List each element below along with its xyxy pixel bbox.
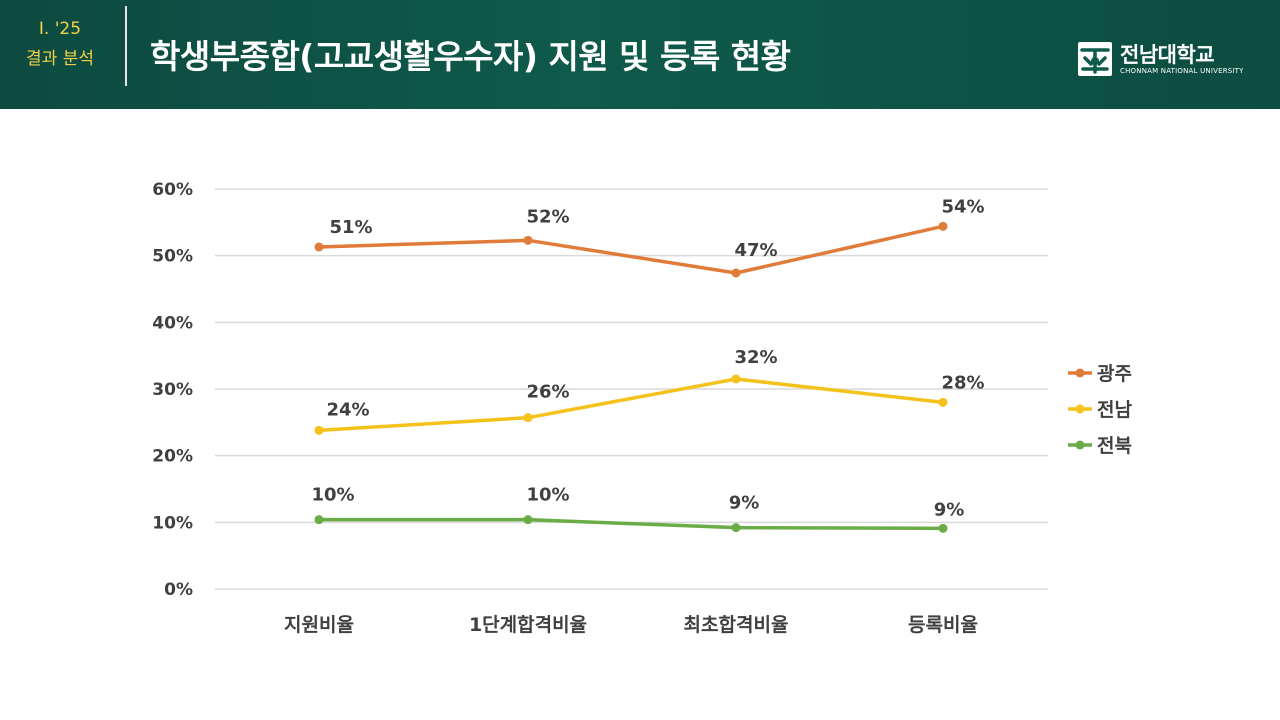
y-tick-label: 20% (152, 447, 193, 467)
x-tick-label: 지원비율 (284, 614, 354, 636)
logo-english-name: CHONNAM NATIONAL UNIVERSITY (1120, 67, 1244, 75)
legend-marker (1075, 368, 1085, 378)
y-tick-label: 40% (152, 313, 193, 333)
data-label: 26% (526, 382, 569, 403)
data-label: 9% (729, 493, 760, 514)
section-number: Ⅰ. '25 (38, 19, 82, 39)
x-tick-label: 등록비율 (908, 614, 978, 636)
data-label: 47% (734, 240, 777, 261)
y-tick-label: 10% (152, 513, 193, 533)
series-line (317, 377, 945, 433)
section-divider (125, 6, 127, 86)
legend-label: 전북 (1097, 435, 1132, 457)
y-axis-ticks: 0% 10% 20% 30% 40% 50% 60% (152, 180, 193, 600)
data-point (523, 235, 533, 245)
data-label: 9% (934, 499, 965, 520)
university-logo: 전남대학교 CHONNAM NATIONAL UNIVERSITY (1077, 39, 1257, 79)
data-point (523, 515, 533, 525)
chart-series (314, 221, 948, 533)
y-tick-label: 30% (152, 380, 193, 400)
legend-label: 전남 (1097, 399, 1132, 421)
y-tick-label: 50% (152, 247, 193, 267)
data-label: 32% (734, 347, 777, 368)
data-point (523, 413, 533, 423)
y-tick-label: 0% (164, 580, 193, 600)
data-label: 10% (526, 485, 569, 506)
x-axis-ticks: 지원비율 1단계합격비율 최초합격비율 등록비율 (284, 614, 978, 636)
data-point (938, 397, 948, 407)
header-bar: Ⅰ. '25 결과 분석 학생부종합(고교생활우수자) 지원 및 등록 현황 전… (0, 0, 1280, 109)
y-tick-label: 60% (152, 180, 193, 200)
legend-marker (1075, 404, 1085, 414)
legend-marker (1075, 440, 1085, 450)
chonnam-university-emblem-icon (1078, 42, 1112, 76)
data-point (731, 523, 741, 533)
data-label: 28% (941, 372, 984, 393)
chart-grid (215, 188, 1048, 590)
x-tick-label: 1단계합격비율 (469, 614, 587, 636)
x-tick-label: 최초합격비율 (684, 614, 789, 636)
data-point (731, 374, 741, 384)
data-label: 10% (311, 485, 354, 506)
data-label: 24% (326, 399, 369, 420)
data-label: 54% (941, 196, 984, 217)
data-point (938, 523, 948, 533)
data-point (731, 268, 741, 278)
section-tag: Ⅰ. '25 결과 분석 (0, 14, 120, 74)
page-title: 학생부종합(고교생활우수자) 지원 및 등록 현황 (150, 37, 791, 76)
section-name: 결과 분석 (26, 49, 94, 69)
data-labels: 51% 52% 47% 54% 24% 26% 32% 28% 10% 10% 9% 9% (311, 196, 984, 520)
data-point (314, 425, 324, 435)
series-line (317, 517, 945, 531)
logo-name: 전남대학교 (1120, 43, 1215, 67)
data-point (314, 515, 324, 525)
legend-label: 광주 (1097, 363, 1132, 385)
series-line (317, 224, 945, 275)
data-point (938, 221, 948, 231)
data-point (314, 242, 324, 252)
data-label: 52% (526, 206, 569, 227)
data-label: 51% (329, 217, 372, 238)
